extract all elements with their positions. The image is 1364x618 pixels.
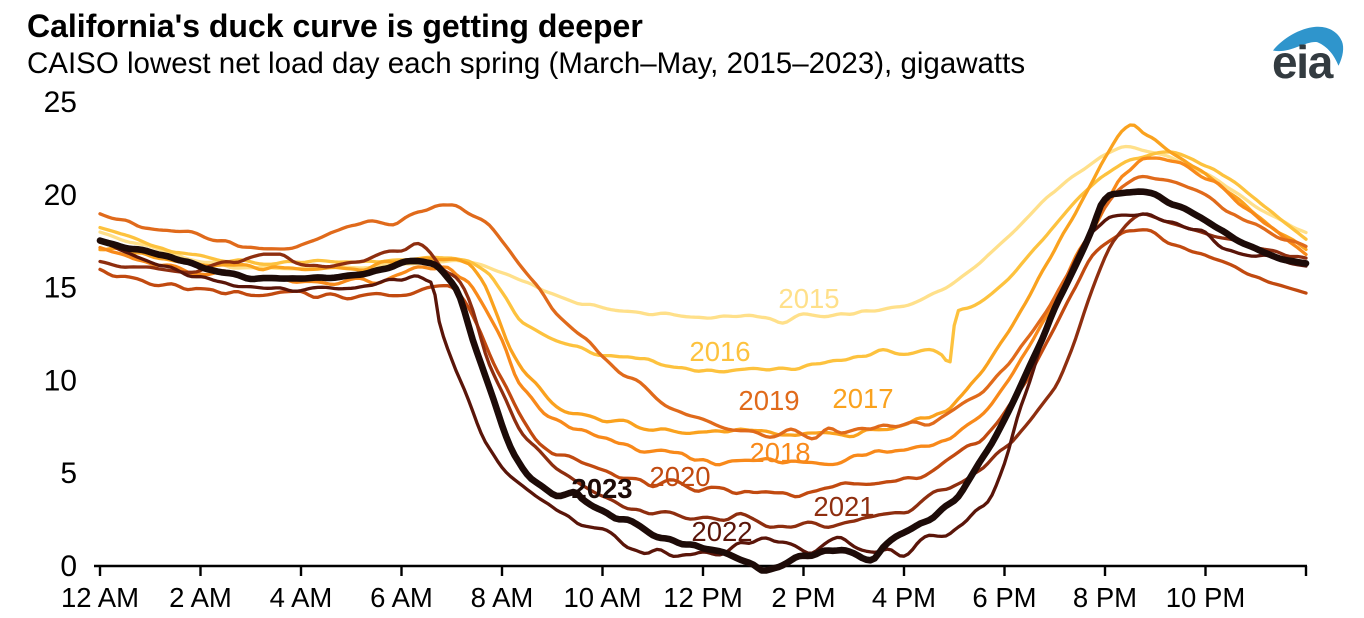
svg-text:2016: 2016 [689,336,750,367]
svg-text:2021: 2021 [813,491,874,522]
svg-text:CAISO lowest net load day each: CAISO lowest net load day each spring (M… [27,47,1025,80]
svg-text:2023: 2023 [571,473,632,504]
svg-text:10 PM: 10 PM [1166,582,1245,613]
svg-text:25: 25 [44,86,77,119]
svg-text:2018: 2018 [749,437,810,468]
svg-text:2019: 2019 [738,385,799,416]
svg-text:2 PM: 2 PM [771,582,835,613]
svg-text:2 AM: 2 AM [169,582,232,613]
svg-text:8 PM: 8 PM [1073,582,1137,613]
svg-text:6 PM: 6 PM [972,582,1036,613]
svg-text:0: 0 [60,550,77,583]
svg-text:4 AM: 4 AM [270,582,333,613]
svg-text:12 AM: 12 AM [61,582,139,613]
svg-text:2022: 2022 [691,516,752,547]
svg-text:15: 15 [44,272,77,305]
svg-text:6 AM: 6 AM [370,582,433,613]
svg-text:12 PM: 12 PM [663,582,742,613]
svg-text:2015: 2015 [778,283,839,314]
svg-text:4 PM: 4 PM [872,582,936,613]
svg-text:20: 20 [44,179,77,212]
svg-text:2020: 2020 [649,461,710,492]
svg-text:8 AM: 8 AM [471,582,534,613]
svg-text:5: 5 [60,457,77,490]
svg-text:2017: 2017 [832,383,893,414]
svg-text:10: 10 [44,364,77,397]
svg-text:eia: eia [1272,36,1334,88]
svg-text:California's duck curve is get: California's duck curve is getting deepe… [27,8,643,44]
svg-text:10 AM: 10 AM [564,582,642,613]
